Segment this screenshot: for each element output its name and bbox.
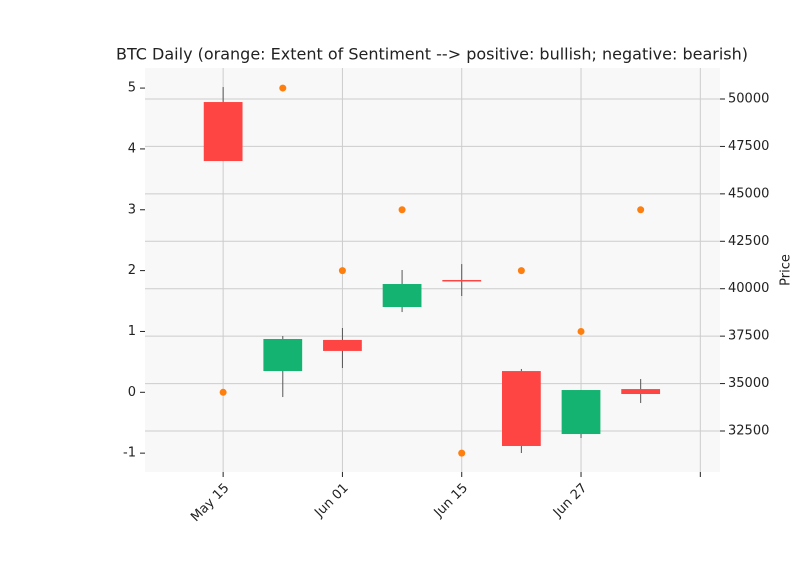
y2-tick-label: 42500 [728, 234, 769, 249]
x-tick-label: Jun 01 [311, 481, 351, 521]
sentiment-point [577, 327, 585, 335]
y-tick-label: 5 [128, 81, 136, 96]
y-tick-label: 3 [128, 202, 136, 217]
x-tick-label: Jun 15 [431, 481, 471, 521]
y2-tick-label: 40000 [728, 281, 769, 296]
candle-body [323, 339, 362, 351]
y2-tick-label: 37500 [728, 329, 769, 344]
y2-axis-label: Price [779, 254, 794, 286]
y-tick-label: 2 [128, 263, 136, 278]
candle-body [203, 102, 243, 162]
x-tick-label: Jun 27 [550, 481, 590, 521]
y2-tick-label: 35000 [728, 376, 769, 391]
candle-body [382, 284, 422, 308]
y2-tick-label: 47500 [728, 139, 769, 154]
x-tick-label: May 15 [188, 481, 232, 525]
sentiment-point [517, 267, 525, 275]
candle-body [621, 389, 661, 395]
y2-tick-label: 50000 [728, 91, 769, 106]
candle-body [561, 390, 601, 435]
y-tick-label: 1 [128, 324, 136, 339]
candle-body [501, 371, 541, 446]
chart-title: BTC Daily (orange: Extent of Sentiment -… [116, 45, 748, 64]
sentiment-point [279, 84, 287, 92]
sentiment-point [219, 388, 227, 396]
sentiment-point [637, 206, 645, 214]
sentiment-point [398, 206, 406, 214]
y-tick-label: 0 [128, 385, 136, 400]
y2-tick-label: 45000 [728, 186, 769, 201]
candle-body [263, 338, 303, 372]
y-tick-label: -1 [123, 446, 136, 461]
y-tick-label: 4 [128, 141, 136, 156]
candle-body [442, 279, 482, 282]
sentiment-point [458, 449, 466, 457]
sentiment-point [338, 267, 346, 275]
y2-tick-label: 32500 [728, 424, 769, 439]
